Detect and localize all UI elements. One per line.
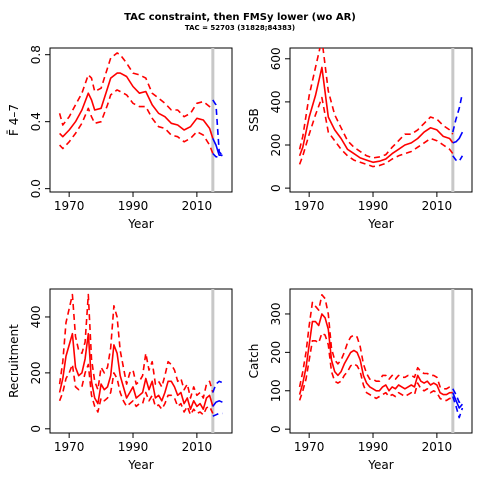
catch-series-group	[298, 293, 464, 419]
recruitment-x-tick-label: 1990	[118, 440, 149, 454]
catch-x-axis-label: Year	[367, 458, 393, 472]
panels: 1970 1990 2010 0.0 0.4 0.8 Year F̄ 4–7 1970 1990 2…	[7, 45, 473, 472]
fbar-x-tick-label: 1990	[118, 199, 149, 213]
recruitment-y-axis-label: Recruitment	[7, 324, 21, 398]
panel-catch: 1970 1990 2010 0 100 200 300 Year Catch	[247, 288, 473, 472]
catch-forecast-ci-line	[452, 396, 464, 419]
recruitment-historic-median-line	[58, 332, 214, 411]
fbar-historic-ci-line	[58, 52, 214, 126]
catch-y-tick-label: 100	[269, 379, 283, 402]
figure-subtitle: TAC = 52703 (31828;84383)	[185, 24, 295, 32]
ssb-y-tick-label: 400	[269, 90, 283, 113]
panel-recruitment: 1970 1990 2010 0 200 400 Year Recruitment	[7, 288, 233, 472]
fbar-y-tick-label: 0.0	[29, 179, 43, 198]
catch-forecast-median-line	[452, 392, 464, 409]
catch-historic-median-line	[298, 313, 453, 396]
recruitment-forecast-ci-line	[212, 412, 223, 417]
catch-x-tick-label: 1970	[294, 440, 325, 454]
recruitment-series-group	[58, 293, 223, 417]
catch-historic-ci-line	[298, 293, 453, 390]
catch-x-tick-label: 1990	[358, 440, 389, 454]
ssb-historic-ci-line	[298, 48, 454, 159]
ssb-forecast-ci-line	[452, 155, 464, 162]
ssb-historic-ci-line	[298, 96, 454, 168]
fbar-x-axis-label: Year	[127, 217, 153, 231]
fbar-y-tick-label: 0.4	[29, 112, 43, 131]
recruitment-y-tick-label: 0	[29, 425, 43, 433]
fbar-historic-median-line	[59, 72, 214, 139]
ssb-y-axis-label: SSB	[247, 108, 261, 131]
ssb-forecast-median-line	[452, 131, 464, 144]
ssb-historic-median-line	[298, 66, 454, 164]
recruitment-y-tick-label: 200	[29, 361, 43, 384]
figure-title: TAC constraint, then FMSy lower (wo AR)	[124, 12, 356, 23]
ssb-y-tick-label: 0	[269, 184, 283, 192]
fbar-forecast-median-line	[212, 138, 223, 156]
catch-y-tick-label: 0	[269, 425, 283, 433]
panel-fbar: 1970 1990 2010 0.0 0.4 0.8 Year F̄ 4–7	[7, 45, 233, 231]
fbar-forecast-ci-line	[212, 99, 223, 156]
catch-plot-frame	[289, 288, 473, 434]
recruitment-x-tick-label: 2010	[182, 440, 213, 454]
fbar-y-axis-label: F̄ 4–7	[7, 104, 21, 136]
ssb-x-tick-label: 1970	[294, 199, 325, 213]
ssb-x-tick-label: 1990	[358, 199, 389, 213]
recruitment-forecast-ci-line	[212, 380, 223, 393]
catch-y-tick-label: 200	[269, 341, 283, 364]
recruitment-y-tick-label: 400	[29, 306, 43, 329]
recruitment-forecast-median-line	[212, 399, 223, 407]
recruitment-x-tick-label: 1970	[54, 440, 85, 454]
catch-y-axis-label: Catch	[247, 344, 261, 379]
fbar-series-group	[58, 52, 223, 158]
fbar-x-tick-label: 2010	[182, 199, 213, 213]
ssb-series-group	[298, 48, 464, 168]
ssb-forecast-ci-line	[452, 93, 464, 133]
ssb-x-tick-label: 2010	[422, 199, 453, 213]
fbar-forecast-ci-line	[212, 152, 223, 158]
ssb-y-tick-label: 600	[269, 47, 283, 70]
recruitment-plot-frame	[49, 288, 233, 434]
recruitment-x-axis-label: Year	[127, 458, 153, 472]
catch-x-tick-label: 2010	[422, 440, 453, 454]
catch-forecast-ci-line	[452, 388, 463, 404]
fbar-x-tick-label: 1970	[54, 199, 85, 213]
ssb-plot-frame	[289, 47, 473, 193]
recruitment-historic-ci-line	[58, 363, 214, 416]
fbar-historic-ci-line	[59, 89, 214, 154]
ssb-x-axis-label: Year	[367, 217, 393, 231]
ssb-y-tick-label: 200	[269, 134, 283, 157]
fbar-plot-frame	[49, 47, 233, 193]
catch-y-tick-label: 300	[269, 303, 283, 326]
recruitment-historic-ci-line	[58, 293, 214, 399]
panel-ssb: 1970 1990 2010 0 200 400 600 Year SSB	[247, 47, 473, 231]
fbar-y-tick-label: 0.8	[29, 45, 43, 64]
catch-historic-ci-line	[298, 332, 453, 402]
